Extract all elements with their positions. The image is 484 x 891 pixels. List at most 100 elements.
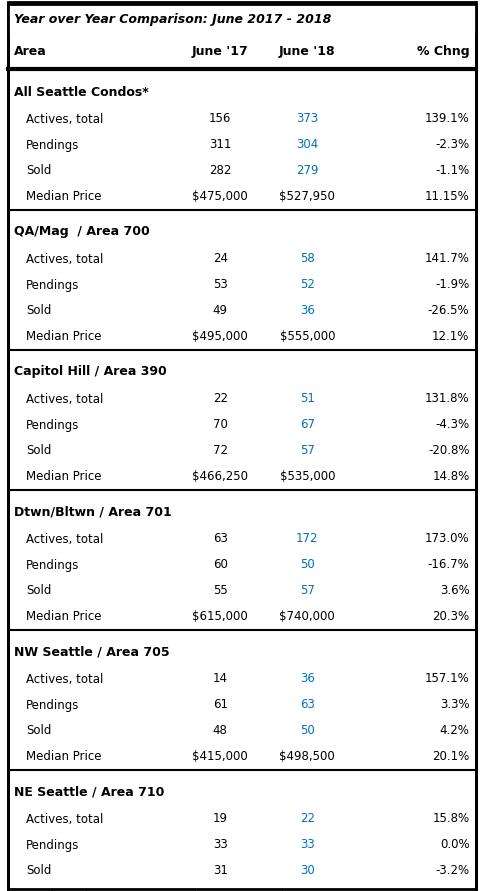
Text: 55: 55: [213, 584, 227, 598]
Text: -2.3%: -2.3%: [435, 138, 469, 151]
Text: Pendings: Pendings: [26, 279, 79, 291]
Text: 15.8%: 15.8%: [432, 813, 469, 825]
Text: 63: 63: [300, 699, 315, 712]
Text: -1.1%: -1.1%: [435, 165, 469, 177]
Text: 67: 67: [300, 419, 315, 431]
Text: 33: 33: [213, 838, 227, 852]
Text: 156: 156: [209, 112, 231, 126]
Text: Actives, total: Actives, total: [26, 813, 104, 825]
Text: 52: 52: [300, 279, 315, 291]
Text: 57: 57: [300, 584, 315, 598]
Text: Sold: Sold: [26, 724, 51, 738]
Text: -26.5%: -26.5%: [428, 305, 469, 317]
Text: Median Price: Median Price: [26, 610, 102, 624]
Text: June '17: June '17: [192, 45, 249, 58]
Text: Median Price: Median Price: [26, 750, 102, 764]
Text: $527,950: $527,950: [279, 191, 335, 203]
Text: 63: 63: [213, 533, 227, 545]
Text: -16.7%: -16.7%: [428, 559, 469, 571]
Text: Pendings: Pendings: [26, 838, 79, 852]
Text: Actives, total: Actives, total: [26, 533, 104, 545]
Text: 70: 70: [213, 419, 227, 431]
Text: 11.15%: 11.15%: [425, 191, 469, 203]
Text: QA/Mag  / Area 700: QA/Mag / Area 700: [14, 225, 150, 239]
Text: 304: 304: [296, 138, 318, 151]
Text: Sold: Sold: [26, 864, 51, 878]
Text: 4.2%: 4.2%: [439, 724, 469, 738]
Bar: [8, 4, 476, 34]
Text: Sold: Sold: [26, 445, 51, 457]
Text: -20.8%: -20.8%: [428, 445, 469, 457]
Text: -3.2%: -3.2%: [435, 864, 469, 878]
Text: 157.1%: 157.1%: [425, 673, 469, 685]
Text: 57: 57: [300, 445, 315, 457]
Text: 61: 61: [213, 699, 227, 712]
Text: 48: 48: [213, 724, 227, 738]
Text: -4.3%: -4.3%: [435, 419, 469, 431]
Text: 173.0%: 173.0%: [425, 533, 469, 545]
Text: 36: 36: [300, 305, 315, 317]
Text: All Seattle Condos*: All Seattle Condos*: [14, 86, 149, 99]
Text: Year over Year Comparison: June 2017 - 2018: Year over Year Comparison: June 2017 - 2…: [14, 12, 332, 26]
Text: Actives, total: Actives, total: [26, 673, 104, 685]
Text: Median Price: Median Price: [26, 331, 102, 344]
Text: 131.8%: 131.8%: [425, 393, 469, 405]
Text: 139.1%: 139.1%: [425, 112, 469, 126]
Text: Pendings: Pendings: [26, 699, 79, 712]
Text: Dtwn/Bltwn / Area 701: Dtwn/Bltwn / Area 701: [14, 505, 172, 519]
Text: 58: 58: [300, 252, 315, 266]
Text: Pendings: Pendings: [26, 138, 79, 151]
Text: 20.1%: 20.1%: [432, 750, 469, 764]
Text: 30: 30: [300, 864, 315, 878]
Text: 311: 311: [209, 138, 231, 151]
Text: NW Seattle / Area 705: NW Seattle / Area 705: [14, 645, 169, 658]
Text: -1.9%: -1.9%: [435, 279, 469, 291]
Text: June '18: June '18: [279, 45, 335, 58]
Text: $535,000: $535,000: [280, 470, 335, 484]
Text: 14: 14: [213, 673, 227, 685]
Text: Capitol Hill / Area 390: Capitol Hill / Area 390: [14, 365, 167, 379]
Text: Actives, total: Actives, total: [26, 393, 104, 405]
Text: 279: 279: [296, 165, 318, 177]
Text: $415,000: $415,000: [192, 750, 248, 764]
Text: 36: 36: [300, 673, 315, 685]
Text: $495,000: $495,000: [192, 331, 248, 344]
Text: Actives, total: Actives, total: [26, 112, 104, 126]
Text: Sold: Sold: [26, 305, 51, 317]
Text: 3.6%: 3.6%: [440, 584, 469, 598]
Text: Sold: Sold: [26, 165, 51, 177]
Text: 12.1%: 12.1%: [432, 331, 469, 344]
Text: Median Price: Median Price: [26, 470, 102, 484]
Text: $466,250: $466,250: [192, 470, 248, 484]
Text: 24: 24: [213, 252, 227, 266]
Text: 50: 50: [300, 724, 315, 738]
Text: 20.3%: 20.3%: [432, 610, 469, 624]
Text: % Chng: % Chng: [417, 45, 469, 58]
Text: 22: 22: [300, 813, 315, 825]
Text: $555,000: $555,000: [280, 331, 335, 344]
Text: 50: 50: [300, 559, 315, 571]
Text: 3.3%: 3.3%: [440, 699, 469, 712]
Text: 14.8%: 14.8%: [432, 470, 469, 484]
Text: $740,000: $740,000: [279, 610, 335, 624]
Text: 60: 60: [213, 559, 227, 571]
Text: 172: 172: [296, 533, 318, 545]
Text: 19: 19: [213, 813, 227, 825]
Text: $498,500: $498,500: [279, 750, 335, 764]
Text: NE Seattle / Area 710: NE Seattle / Area 710: [14, 786, 165, 798]
Text: 49: 49: [213, 305, 227, 317]
Text: 282: 282: [209, 165, 231, 177]
Text: Median Price: Median Price: [26, 191, 102, 203]
Text: 51: 51: [300, 393, 315, 405]
Text: 72: 72: [213, 445, 227, 457]
Text: Actives, total: Actives, total: [26, 252, 104, 266]
Text: 53: 53: [213, 279, 227, 291]
Text: 0.0%: 0.0%: [440, 838, 469, 852]
Text: 22: 22: [213, 393, 227, 405]
Text: Area: Area: [14, 45, 47, 58]
Text: 33: 33: [300, 838, 315, 852]
Text: $475,000: $475,000: [192, 191, 248, 203]
Text: Pendings: Pendings: [26, 419, 79, 431]
Text: 31: 31: [213, 864, 227, 878]
Text: Pendings: Pendings: [26, 559, 79, 571]
